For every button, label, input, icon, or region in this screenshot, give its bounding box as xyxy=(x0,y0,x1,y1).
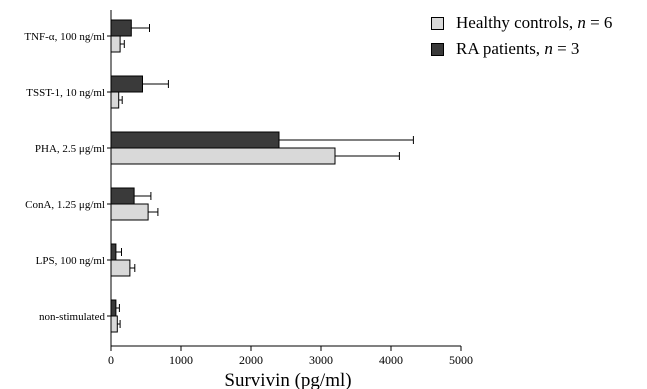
x-tick-label-4: 4000 xyxy=(379,353,403,367)
x-axis-title: Survivin (pg/ml) xyxy=(224,370,351,389)
legend-label-ra-var: n xyxy=(544,39,553,58)
x-tick-label-0: 0 xyxy=(108,353,114,367)
bar-healthy-5 xyxy=(110,315,118,333)
x-tick-label-5: 5000 xyxy=(449,353,473,367)
legend-label-ra-text: RA patients, xyxy=(456,39,545,58)
bar-healthy-1 xyxy=(110,91,120,109)
x-tick-label-1: 1000 xyxy=(169,353,193,367)
legend: Healthy controls, n = 6 RA patients, n =… xyxy=(428,10,612,62)
legend-item-healthy: Healthy controls, n = 6 xyxy=(428,10,612,36)
y-tick-label-4: LPS, 100 ng/ml xyxy=(36,255,105,267)
bar-healthy-3 xyxy=(110,203,149,221)
bar-ra-5 xyxy=(110,299,117,317)
bar-healthy-4 xyxy=(110,259,131,277)
legend-item-ra: RA patients, n = 3 xyxy=(428,36,612,62)
bar-ra-2 xyxy=(110,131,280,149)
y-tick-label-1: TSST-1, 10 ng/ml xyxy=(26,87,105,99)
y-tick-label-2: PHA, 2.5 μg/ml xyxy=(35,143,105,155)
bars-layer xyxy=(110,19,414,333)
legend-swatch-healthy xyxy=(431,16,444,30)
y-tick-label-5: non-stimulated xyxy=(39,311,105,323)
bar-ra-3 xyxy=(110,187,135,205)
bar-ra-4 xyxy=(110,243,117,261)
y-tick-label-3: ConA, 1.25 μg/ml xyxy=(25,199,105,211)
legend-label-ra-count: = 3 xyxy=(552,39,580,58)
bar-healthy-2 xyxy=(110,147,336,165)
legend-swatch-ra xyxy=(431,42,444,56)
x-tick-label-3: 3000 xyxy=(309,353,333,367)
axes-layer: TNF-α, 100 ng/ml TSST-1, 10 ng/ml PHA, 2.5… xyxy=(24,10,473,367)
legend-label-healthy-count: = 6 xyxy=(585,13,613,32)
x-tick-label-2: 2000 xyxy=(239,353,263,367)
bar-ra-1 xyxy=(110,75,143,93)
legend-label-healthy-var: n xyxy=(577,13,586,32)
bar-healthy-0 xyxy=(110,35,121,53)
y-tick-label-0: TNF-α, 100 ng/ml xyxy=(24,31,105,43)
bar-ra-0 xyxy=(110,19,132,37)
legend-label-healthy-text: Healthy controls, xyxy=(456,13,578,32)
